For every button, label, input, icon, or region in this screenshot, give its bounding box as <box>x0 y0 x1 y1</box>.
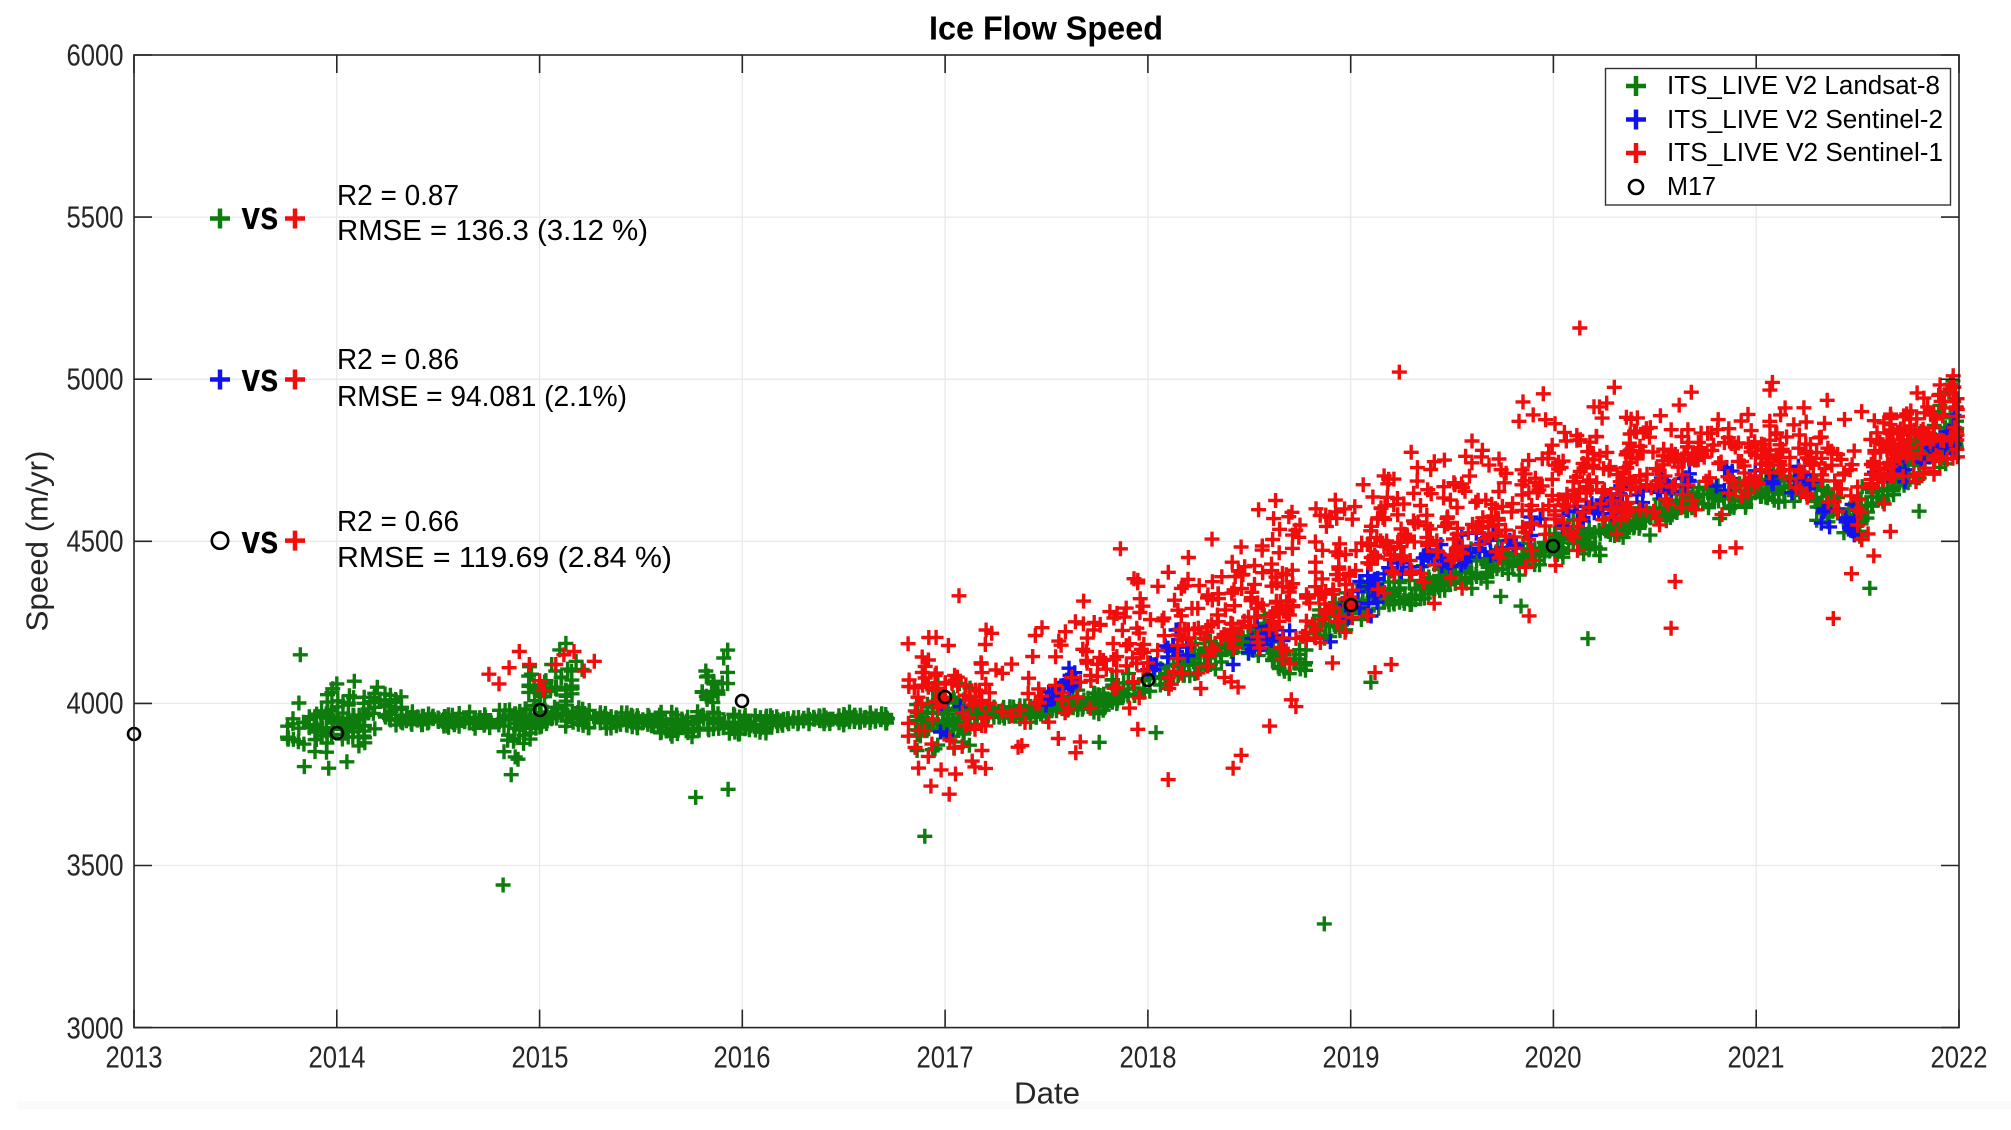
svg-text:ITS_LIVE V2 Sentinel-1: ITS_LIVE V2 Sentinel-1 <box>1667 139 1943 167</box>
svg-text:2022: 2022 <box>1931 1040 1988 1075</box>
svg-text:RMSE = 94.081 (2.1%): RMSE = 94.081 (2.1%) <box>337 381 627 413</box>
svg-text:M17: M17 <box>1667 173 1716 201</box>
svg-text:Date: Date <box>1014 1076 1080 1111</box>
svg-text:R2 = 0.87: R2 = 0.87 <box>337 180 459 212</box>
svg-text:2017: 2017 <box>917 1040 974 1075</box>
svg-text:2014: 2014 <box>309 1040 366 1075</box>
svg-text:3500: 3500 <box>67 848 124 883</box>
svg-text:3000: 3000 <box>67 1011 124 1046</box>
svg-text:RMSE = 119.69 (2.84 %): RMSE = 119.69 (2.84 %) <box>337 542 672 574</box>
svg-text:Speed (m/yr): Speed (m/yr) <box>20 451 55 632</box>
svg-text:ITS_LIVE V2 Sentinel-2: ITS_LIVE V2 Sentinel-2 <box>1667 106 1943 134</box>
svg-text:2020: 2020 <box>1525 1040 1582 1075</box>
svg-text:4500: 4500 <box>67 524 124 559</box>
svg-text:2019: 2019 <box>1323 1040 1380 1075</box>
svg-text:5500: 5500 <box>67 200 124 235</box>
svg-text:6000: 6000 <box>67 38 124 73</box>
svg-text:2015: 2015 <box>512 1040 569 1075</box>
svg-text:Ice Flow Speed: Ice Flow Speed <box>929 10 1163 47</box>
svg-text:2016: 2016 <box>714 1040 771 1075</box>
svg-text:RMSE = 136.3 (3.12 %): RMSE = 136.3 (3.12 %) <box>337 215 648 247</box>
svg-text:2013: 2013 <box>106 1040 163 1075</box>
svg-text:2021: 2021 <box>1728 1040 1785 1075</box>
svg-text:5000: 5000 <box>67 362 124 397</box>
svg-text:vs: vs <box>242 518 279 562</box>
svg-text:ITS_LIVE V2 Landsat-8: ITS_LIVE V2 Landsat-8 <box>1667 72 1940 100</box>
svg-text:R2 = 0.86: R2 = 0.86 <box>337 344 459 376</box>
svg-text:2018: 2018 <box>1120 1040 1177 1075</box>
svg-text:vs: vs <box>242 356 279 400</box>
svg-text:4000: 4000 <box>67 686 124 721</box>
svg-text:R2 = 0.66: R2 = 0.66 <box>337 506 459 538</box>
svg-text:vs: vs <box>242 194 279 238</box>
